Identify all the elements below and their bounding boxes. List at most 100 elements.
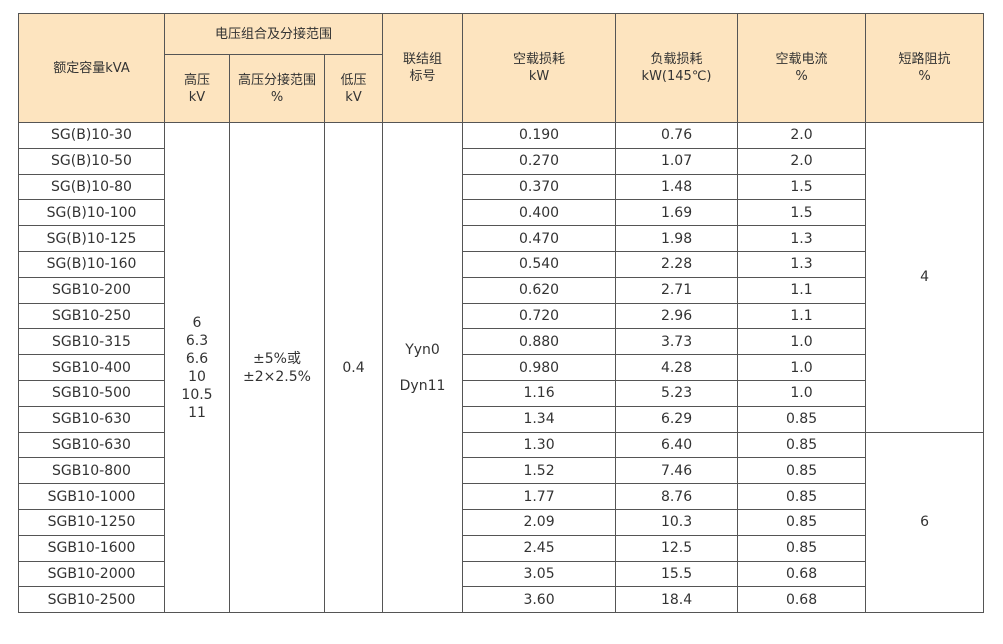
header-load-loss-line-1: 负载损耗 bbox=[650, 52, 703, 67]
header-hv-line-2: kV bbox=[188, 89, 206, 105]
no-load-current-cell: 1.0 bbox=[737, 354, 867, 381]
table-row: SGB10-1000 1.77 8.76 0.85 bbox=[18, 483, 984, 510]
table-row: SGB10-200 0.620 2.71 1.1 bbox=[18, 276, 984, 304]
table-header: 额定容量kVA 电压组合及分接范围 联结组 标号 空载损耗 kW 负载损耗 kW(14… bbox=[18, 13, 985, 123]
hv-value: 10.5 bbox=[181, 386, 213, 403]
load-loss-cell: 18.4 bbox=[615, 586, 739, 614]
no-load-loss-cell: 0.540 bbox=[462, 250, 617, 278]
model-cell: SGB10-200 bbox=[18, 276, 165, 304]
header-connection: 联结组 标号 bbox=[382, 13, 464, 123]
model-cell: SGB10-2000 bbox=[18, 560, 165, 588]
impedance-group-1-cell: 4 bbox=[865, 122, 985, 433]
no-load-current-cell: 0.85 bbox=[737, 405, 867, 433]
model-cell: SGB10-500 bbox=[18, 379, 165, 407]
header-no-load-loss-line-1: 空载损耗 bbox=[513, 52, 566, 67]
model-cell: SGB10-1600 bbox=[18, 534, 165, 562]
no-load-current-cell: 0.85 bbox=[737, 483, 867, 510]
table-row: SGB10-800 1.52 7.46 0.85 bbox=[18, 457, 984, 485]
model-cell: SG(B)10-125 bbox=[18, 225, 165, 252]
load-loss-cell: 15.5 bbox=[615, 560, 739, 588]
no-load-current-cell: 1.0 bbox=[737, 379, 867, 407]
no-load-current-cell: 0.68 bbox=[737, 586, 867, 614]
hv-value: 6.6 bbox=[185, 350, 209, 367]
load-loss-cell: 2.96 bbox=[615, 302, 739, 330]
hv-value: 10 bbox=[188, 368, 206, 385]
no-load-current-cell: 1.3 bbox=[737, 250, 867, 278]
no-load-current-cell: 1.1 bbox=[737, 302, 867, 330]
load-loss-cell: 2.28 bbox=[615, 250, 739, 278]
load-loss-cell: 3.73 bbox=[615, 328, 739, 356]
load-loss-cell: 6.29 bbox=[615, 405, 739, 433]
model-cell: SG(B)10-80 bbox=[18, 173, 165, 201]
tap-value: ±5%或 bbox=[253, 350, 301, 367]
no-load-loss-cell: 2.09 bbox=[462, 508, 617, 536]
no-load-current-cell: 1.1 bbox=[737, 276, 867, 304]
model-cell: SGB10-630 bbox=[18, 431, 165, 459]
table-row: SGB10-630 1.30 6.40 0.85 6 bbox=[18, 431, 985, 614]
no-load-loss-cell: 3.60 bbox=[462, 586, 617, 614]
load-loss-cell: 1.07 bbox=[615, 147, 739, 175]
header-lv-line-1: 低压 bbox=[340, 72, 367, 88]
no-load-current-cell: 1.5 bbox=[737, 173, 867, 201]
header-no-load-current: 空载电流% bbox=[737, 13, 867, 123]
no-load-current-cell: 0.68 bbox=[737, 560, 867, 588]
header-hv: 高压 kV bbox=[164, 54, 230, 123]
model-cell: SGB10-1000 bbox=[18, 483, 165, 510]
transformer-spec-table: 额定容量kVA 电压组合及分接范围 联结组 标号 空载损耗 kW 负载损耗 kW(14… bbox=[18, 13, 985, 614]
no-load-current-cell: 2.0 bbox=[737, 122, 867, 149]
table-row: SG(B)10-125 0.470 1.98 1.3 bbox=[18, 225, 984, 252]
no-load-current-cell: 1.3 bbox=[737, 225, 867, 252]
model-cell: SGB10-630 bbox=[18, 405, 165, 433]
load-loss-cell: 7.46 bbox=[615, 457, 739, 485]
header-no-load-current-line-1: 空载电流 bbox=[775, 52, 828, 67]
hv-value: 6.3 bbox=[185, 332, 209, 349]
hv-values-cell: 6 6.3 6.6 10 10.5 11 bbox=[164, 121, 230, 614]
no-load-current-cell: 2.0 bbox=[737, 147, 867, 175]
header-no-load-current-line-2: % bbox=[795, 69, 808, 84]
table-row: SG(B)10-30 6 6.3 6.6 10 10.5 11 ±5%或 ±2×… bbox=[18, 121, 985, 614]
load-loss-cell: 1.69 bbox=[615, 199, 739, 227]
header-impedance-line-2: % bbox=[918, 69, 931, 84]
no-load-loss-cell: 2.45 bbox=[462, 534, 617, 562]
table-row: SGB10-315 0.880 3.73 1.0 bbox=[18, 328, 984, 356]
hv-value: 6 bbox=[192, 314, 202, 331]
header-tap-line-1: 高压分接范围 bbox=[237, 72, 316, 88]
load-loss-cell: 1.98 bbox=[615, 225, 739, 252]
model-cell: SG(B)10-30 bbox=[18, 122, 165, 149]
model-cell: SG(B)10-160 bbox=[18, 250, 165, 278]
tap-value: ±2×2.5% bbox=[243, 368, 311, 385]
no-load-loss-cell: 0.370 bbox=[462, 173, 617, 201]
table-row: SGB10-1600 2.45 12.5 0.85 bbox=[18, 534, 984, 562]
hv-value: 11 bbox=[188, 404, 206, 421]
header-voltage-group: 电压组合及分接范围 bbox=[163, 13, 384, 55]
connection-group-cell: Yyn0 Dyn11 bbox=[382, 121, 464, 614]
model-cell: SGB10-2500 bbox=[18, 586, 165, 614]
table-row: SG(B)10-50 0.270 1.07 2.0 bbox=[18, 147, 984, 175]
table-row: SGB10-1250 2.09 10.3 0.85 bbox=[18, 508, 984, 536]
header-hv-line-1: 高压 bbox=[183, 72, 210, 88]
load-loss-cell: 4.28 bbox=[615, 354, 739, 381]
header-impedance-line-1: 短路阻抗 bbox=[898, 52, 951, 67]
no-load-loss-cell: 1.30 bbox=[462, 431, 617, 459]
no-load-current-cell: 0.85 bbox=[737, 534, 867, 562]
no-load-loss-cell: 0.980 bbox=[462, 354, 617, 381]
table-row: SGB10-250 0.720 2.96 1.1 bbox=[18, 302, 984, 330]
model-cell: SGB10-800 bbox=[18, 457, 165, 485]
header-no-load-loss-line-2: kW bbox=[528, 69, 550, 84]
table-row: SGB10-2500 3.60 18.4 0.68 bbox=[18, 586, 984, 614]
no-load-current-cell: 1.0 bbox=[737, 328, 867, 356]
header-impedance: 短路阻抗% bbox=[865, 13, 985, 123]
no-load-loss-cell: 0.720 bbox=[462, 302, 617, 330]
no-load-loss-cell: 0.880 bbox=[462, 328, 617, 356]
impedance-group-2-cell: 6 bbox=[865, 431, 985, 614]
header-connection-line-1: 联结组 bbox=[403, 52, 443, 67]
no-load-loss-cell: 0.190 bbox=[462, 122, 617, 149]
table-row: SGB10-500 1.16 5.23 1.0 bbox=[18, 379, 984, 407]
connection-spacer bbox=[384, 359, 462, 377]
table-row: SG(B)10-100 0.400 1.69 1.5 bbox=[18, 199, 984, 227]
no-load-loss-cell: 0.470 bbox=[462, 225, 617, 252]
no-load-loss-cell: 1.52 bbox=[462, 457, 617, 485]
load-loss-cell: 2.71 bbox=[615, 276, 739, 304]
header-no-load-loss: 空载损耗 kW bbox=[462, 13, 617, 123]
connection-value: Dyn11 bbox=[399, 377, 446, 394]
